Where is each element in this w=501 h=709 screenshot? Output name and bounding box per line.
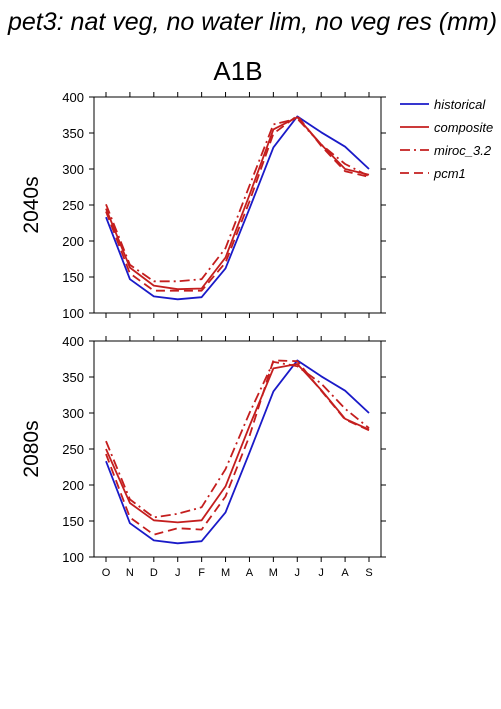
series-line-historical: [105, 359, 370, 545]
x-tick-label: N: [126, 567, 134, 579]
x-tick-label: M: [269, 567, 278, 579]
series-line-pcm1: [105, 114, 370, 292]
legend-label: historical: [434, 97, 486, 112]
row-label: 2080s: [20, 420, 43, 477]
y-tick-label: 100: [62, 550, 84, 565]
x-tick-label: O: [102, 567, 111, 579]
series-line-miroc_3.2: [105, 117, 370, 283]
x-tick-label: J: [318, 567, 324, 579]
y-tick-label: 200: [62, 478, 84, 493]
series-line-miroc_3.2: [105, 360, 370, 519]
y-tick-label: 350: [62, 126, 84, 141]
row-label: 2040s: [20, 176, 43, 233]
x-tick-label: M: [221, 567, 230, 579]
x-tick-label: D: [150, 567, 158, 579]
panel-2080s: 100 150 200 250 300 350 400 O N D J F M A M J J A S 2080s: [20, 334, 386, 579]
y-tick-label: 150: [62, 514, 84, 529]
plot-frame: [93, 96, 382, 314]
x-tick-label: J: [295, 567, 301, 579]
legend-label: composite: [434, 120, 493, 135]
panel-2040s: 100 150 200 250 300 350 400 2040s: [20, 90, 386, 321]
y-tick-label: 250: [62, 442, 84, 457]
y-tick-label: 400: [62, 90, 84, 105]
legend-label: pcm1: [433, 166, 466, 181]
legend-label: miroc_3.2: [434, 143, 492, 158]
legend: historical composite miroc_3.2 pcm1: [400, 97, 493, 181]
y-tick-label: 400: [62, 334, 84, 349]
y-tick-label: 150: [62, 270, 84, 285]
x-tick-label: S: [365, 567, 372, 579]
x-tick-label: F: [198, 567, 205, 579]
y-tick-label: 250: [62, 198, 84, 213]
x-tick-label: J: [175, 567, 181, 579]
series-line-historical: [105, 115, 370, 301]
y-tick-label: 350: [62, 370, 84, 385]
plot-frame: [93, 340, 382, 558]
figure-title: pet3: nat veg, no water lim, no veg res …: [7, 8, 497, 36]
series-line-pcm1: [105, 359, 370, 536]
y-tick-label: 200: [62, 234, 84, 249]
y-tick-label: 300: [62, 162, 84, 177]
series-line-composite: [105, 116, 370, 291]
x-tick-label: A: [246, 567, 254, 579]
panels: 100 150 200 250 300 350 400 2040s 100 150 200 250 30…: [20, 90, 386, 579]
y-tick-label: 100: [62, 306, 84, 321]
y-tick-label: 300: [62, 406, 84, 421]
scenario-title: A1B: [213, 56, 262, 86]
x-tick-label: A: [341, 567, 349, 579]
